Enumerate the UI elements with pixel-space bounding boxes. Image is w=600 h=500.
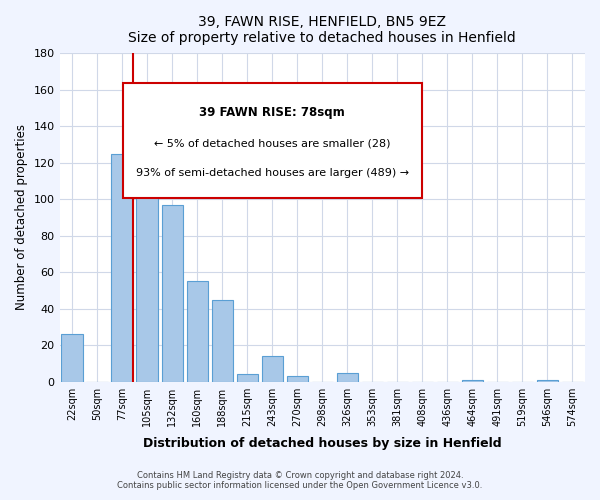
X-axis label: Distribution of detached houses by size in Henfield: Distribution of detached houses by size … xyxy=(143,437,502,450)
Bar xyxy=(212,300,233,382)
Bar xyxy=(136,112,158,382)
Y-axis label: Number of detached properties: Number of detached properties xyxy=(15,124,28,310)
Bar xyxy=(161,204,183,382)
Text: ← 5% of detached houses are smaller (28): ← 5% of detached houses are smaller (28) xyxy=(154,138,391,148)
Bar xyxy=(61,334,83,382)
Bar xyxy=(236,374,258,382)
Bar xyxy=(287,376,308,382)
Title: 39, FAWN RISE, HENFIELD, BN5 9EZ
Size of property relative to detached houses in: 39, FAWN RISE, HENFIELD, BN5 9EZ Size of… xyxy=(128,15,516,45)
Bar xyxy=(262,356,283,382)
Text: 93% of semi-detached houses are larger (489) →: 93% of semi-detached houses are larger (… xyxy=(136,168,409,178)
Bar xyxy=(187,282,208,382)
FancyBboxPatch shape xyxy=(122,83,422,198)
Text: Contains HM Land Registry data © Crown copyright and database right 2024.
Contai: Contains HM Land Registry data © Crown c… xyxy=(118,470,482,490)
Bar xyxy=(537,380,558,382)
Bar xyxy=(337,372,358,382)
Text: 39 FAWN RISE: 78sqm: 39 FAWN RISE: 78sqm xyxy=(199,106,345,119)
Bar xyxy=(462,380,483,382)
Bar xyxy=(112,154,133,382)
